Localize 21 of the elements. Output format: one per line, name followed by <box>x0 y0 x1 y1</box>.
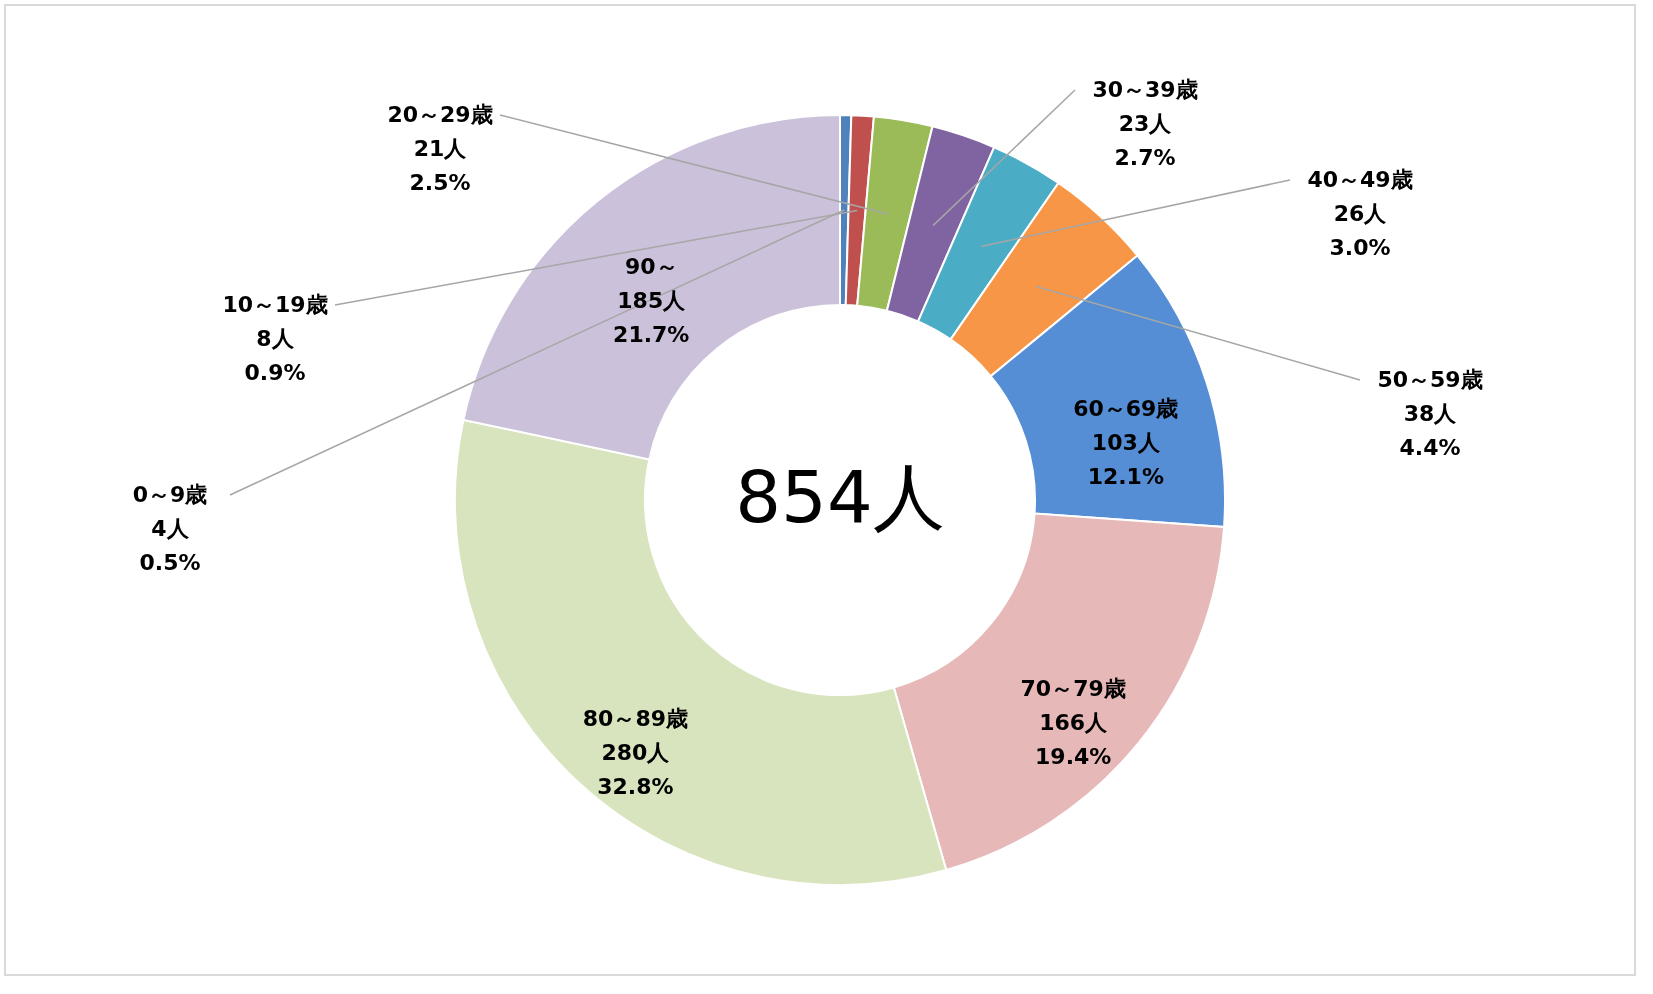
slice-label: 20～29歳 <box>387 102 493 127</box>
slice-label: 10～19歳 <box>222 292 328 317</box>
data-label: 4人 0.5% <box>139 516 201 575</box>
slice-label: 90～ <box>624 253 678 279</box>
data-label: 38人 4.4% <box>1399 401 1461 460</box>
data-label: 26人 3.0% <box>1329 201 1391 260</box>
data-label: 8人 0.9% <box>244 326 306 385</box>
slice-label: 30～39歳 <box>1092 77 1198 102</box>
data-label: 185人 21.7% <box>613 287 690 347</box>
slice-label: 60～69歳 <box>1073 395 1179 421</box>
slice-label: 0～9歳 <box>132 482 208 507</box>
data-label: 166人 19.4% <box>1035 709 1112 769</box>
slice-label: 80～89歳 <box>582 706 689 732</box>
data-label: 103人 12.1% <box>1087 429 1164 489</box>
slice-label: 70～79歳 <box>1020 675 1126 701</box>
text: 854人 <box>735 455 945 539</box>
data-label: 280人 32.8% <box>597 740 674 800</box>
data-label: 21人 2.5% <box>409 136 471 195</box>
data-label: 23人 2.7% <box>1114 111 1176 170</box>
slice-label: 50～59歳 <box>1377 367 1483 392</box>
slice-label: 40～49歳 <box>1307 167 1413 192</box>
